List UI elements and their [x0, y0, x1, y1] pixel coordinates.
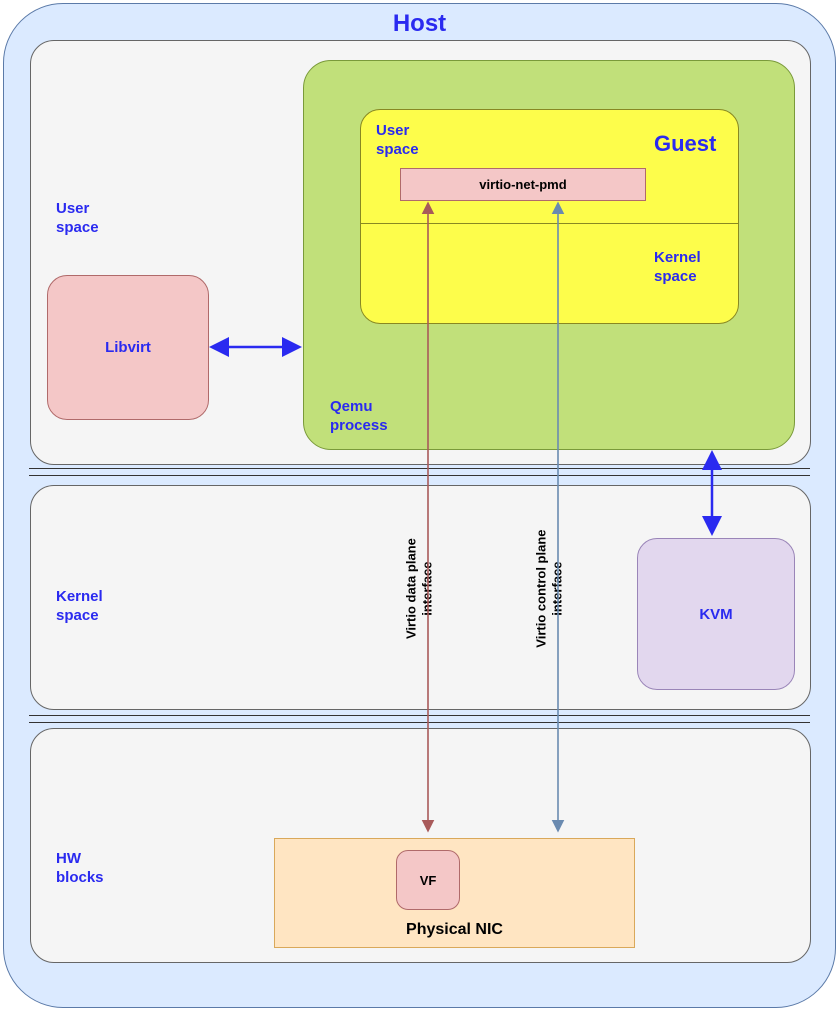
control-plane-label-text: Virtio control planeinterface	[533, 529, 564, 647]
host-title: Host	[4, 10, 835, 38]
kvm-label: KVM	[699, 606, 732, 623]
separator-line	[29, 468, 810, 469]
data-plane-label: Virtio data planeinterface	[403, 509, 434, 669]
qemu-process-label: Qemuprocess	[330, 398, 388, 436]
virtio-net-pmd-box: virtio-net-pmd	[400, 168, 646, 201]
guest-user-space-label: Userspace	[376, 122, 419, 160]
qemu-process-label-text: Qemuprocess	[330, 398, 388, 434]
guest-title-text: Guest	[654, 131, 716, 156]
virtio-net-pmd-label: virtio-net-pmd	[479, 177, 566, 192]
libvirt-box: Libvirt	[47, 275, 209, 420]
control-plane-label: Virtio control planeinterface	[533, 509, 564, 669]
data-plane-label-text: Virtio data planeinterface	[403, 538, 434, 639]
region-user-space-label-text: Userspace	[56, 200, 99, 236]
guest-kernel-space-label: Kernelspace	[654, 249, 701, 287]
vf-label: VF	[420, 873, 437, 888]
kvm-box: KVM	[637, 538, 795, 690]
physical-nic-label: Physical NIC	[275, 921, 634, 939]
separator-line	[29, 722, 810, 723]
vf-box: VF	[396, 850, 460, 910]
region-hw-blocks-label-text: HWblocks	[56, 850, 104, 886]
guest-kernel-space-label-text: Kernelspace	[654, 249, 701, 285]
physical-nic-label-text: Physical NIC	[406, 921, 503, 938]
guest-title: Guest	[654, 130, 716, 158]
region-hw-blocks-label: HWblocks	[56, 850, 104, 888]
guest-divider	[361, 223, 738, 224]
region-kernel-space-label-text: Kernelspace	[56, 588, 103, 624]
libvirt-label: Libvirt	[105, 339, 151, 356]
guest-user-space-label-text: Userspace	[376, 122, 419, 158]
separator-line	[29, 715, 810, 716]
region-user-space-label: Userspace	[56, 200, 99, 238]
separator-line	[29, 475, 810, 476]
region-kernel-space-label: Kernelspace	[56, 588, 103, 626]
